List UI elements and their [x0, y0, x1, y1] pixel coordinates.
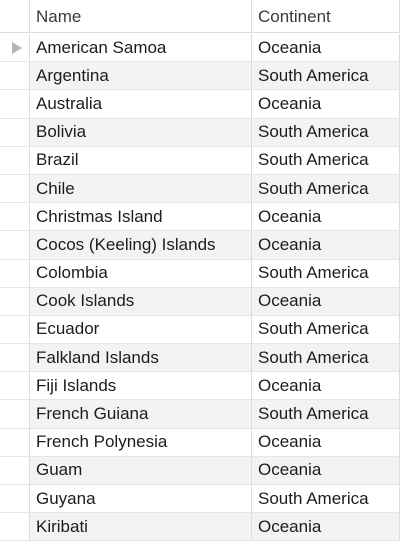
row-gutter[interactable] [0, 62, 30, 90]
cell-continent[interactable]: South America [252, 344, 400, 372]
row-gutter[interactable] [0, 428, 30, 456]
column-header-continent[interactable]: Continent [252, 0, 400, 33]
cell-name[interactable]: Brazil [30, 146, 252, 174]
cell-name[interactable]: Christmas Island [30, 203, 252, 231]
cell-continent[interactable]: South America [252, 259, 400, 287]
cell-continent[interactable]: Oceania [252, 231, 400, 259]
cell-continent[interactable]: Oceania [252, 203, 400, 231]
cell-name[interactable]: Falkland Islands [30, 344, 252, 372]
row-gutter-header [0, 0, 30, 33]
row-gutter[interactable] [0, 146, 30, 174]
table-row[interactable]: Falkland Islands South America [0, 344, 400, 373]
table-row[interactable]: Australia Oceania [0, 90, 400, 119]
cell-continent[interactable]: Oceania [252, 372, 400, 400]
table-row[interactable]: Bolivia South America [0, 118, 400, 147]
cell-continent[interactable]: South America [252, 315, 400, 344]
row-gutter[interactable] [0, 203, 30, 231]
row-gutter[interactable] [0, 513, 30, 541]
cell-name[interactable]: Cocos (Keeling) Islands [30, 231, 252, 259]
row-gutter[interactable] [0, 287, 30, 315]
table-row[interactable]: Cook Islands Oceania [0, 287, 400, 316]
cell-name[interactable]: Fiji Islands [30, 372, 252, 400]
table-row[interactable]: Kiribati Oceania [0, 513, 400, 542]
cell-name[interactable]: Argentina [30, 62, 252, 90]
cell-continent[interactable]: Oceania [252, 513, 400, 541]
cell-continent[interactable]: Oceania [252, 456, 400, 484]
cell-continent[interactable]: South America [252, 62, 400, 90]
table-row[interactable]: Chile South America [0, 174, 400, 204]
row-gutter[interactable] [0, 344, 30, 372]
row-gutter[interactable] [0, 456, 30, 484]
cell-name[interactable]: Chile [30, 174, 252, 203]
row-gutter[interactable] [0, 485, 30, 513]
cell-name[interactable]: Ecuador [30, 315, 252, 344]
table-row[interactable]: Christmas Island Oceania [0, 203, 400, 232]
table-row[interactable]: Colombia South America [0, 259, 400, 288]
cell-name[interactable]: French Polynesia [30, 428, 252, 456]
cell-continent[interactable]: Oceania [252, 34, 400, 62]
table-row[interactable]: Guam Oceania [0, 456, 400, 485]
cell-continent[interactable]: Oceania [252, 90, 400, 118]
table-row[interactable]: French Polynesia Oceania [0, 428, 400, 457]
row-gutter[interactable] [0, 231, 30, 259]
cell-name[interactable]: Guam [30, 456, 252, 484]
cell-continent[interactable]: Oceania [252, 428, 400, 456]
table-row[interactable]: American Samoa Oceania [0, 34, 400, 63]
table-header: Name Continent [0, 0, 400, 33]
table-row[interactable]: French Guiana South America [0, 400, 400, 429]
cell-name[interactable]: Australia [30, 90, 252, 118]
row-gutter[interactable] [0, 259, 30, 287]
cell-name[interactable]: Kiribati [30, 513, 252, 541]
cell-continent[interactable]: Oceania [252, 287, 400, 315]
table-row[interactable]: Cocos (Keeling) Islands Oceania [0, 231, 400, 260]
cell-name[interactable]: French Guiana [30, 400, 252, 428]
row-gutter[interactable] [0, 118, 30, 146]
cell-continent[interactable]: South America [252, 146, 400, 174]
cell-continent[interactable]: South America [252, 400, 400, 428]
table-body: American Samoa Oceania Argentina South Amer… [0, 34, 400, 542]
cell-name[interactable]: Guyana [30, 485, 252, 513]
cell-name[interactable]: Colombia [30, 259, 252, 287]
row-gutter[interactable] [0, 400, 30, 428]
table-row[interactable]: Ecuador South America [0, 315, 400, 345]
cell-name[interactable]: Bolivia [30, 118, 252, 146]
row-gutter[interactable] [0, 90, 30, 118]
row-gutter[interactable] [0, 315, 30, 344]
row-gutter[interactable] [0, 174, 30, 203]
table-row[interactable]: Argentina South America [0, 62, 400, 91]
table-row[interactable]: Brazil South America [0, 146, 400, 175]
cell-name[interactable]: Cook Islands [30, 287, 252, 315]
table-row[interactable]: Fiji Islands Oceania [0, 372, 400, 401]
cell-continent[interactable]: South America [252, 118, 400, 146]
row-gutter[interactable] [0, 372, 30, 400]
table-row[interactable]: Guyana South America [0, 485, 400, 514]
row-pointer-arrow-icon [12, 41, 22, 54]
cell-continent[interactable]: South America [252, 485, 400, 513]
cell-continent[interactable]: South America [252, 174, 400, 203]
column-header-name[interactable]: Name [30, 0, 252, 33]
cell-name[interactable]: American Samoa [30, 34, 252, 62]
row-gutter[interactable] [0, 34, 30, 62]
